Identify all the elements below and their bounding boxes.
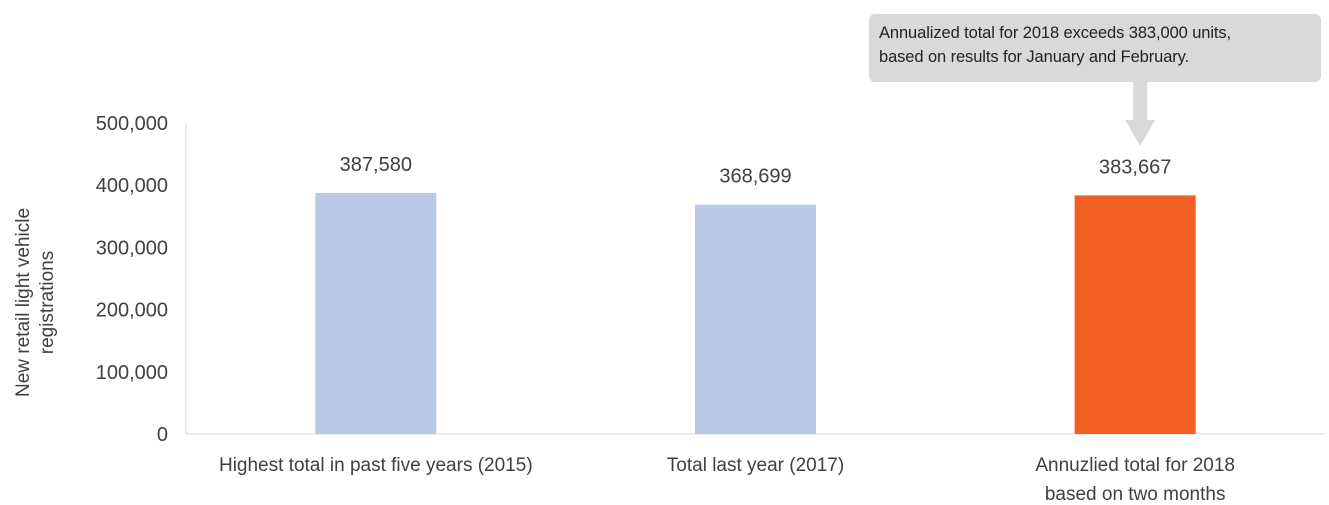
callout-arrow-icon	[1125, 82, 1156, 146]
x-tick-label: based on two months	[1045, 484, 1226, 505]
y-tick-label: 200,000	[96, 300, 168, 322]
bar-1	[315, 192, 437, 434]
x-tick-label: Total last year (2017)	[667, 455, 844, 476]
y-axis-title-line: registrations	[37, 251, 58, 355]
y-tick-label: 300,000	[96, 237, 168, 259]
data-label-2: 368,699	[719, 166, 791, 188]
y-axis-title: New retail light vehicle registrations	[13, 208, 58, 397]
bar-2	[695, 204, 816, 434]
y-tick-label: 0	[157, 424, 168, 446]
annotation-line-1: Annualized total for 2018 exceeds 383,00…	[879, 24, 1232, 42]
y-axis-title-line: New retail light vehicle	[13, 208, 34, 397]
x-tick-label: Highest total in past five years (2015)	[219, 455, 533, 476]
y-axis-tick-labels: 0 100,000 200,000 300,000 400,000 500,000	[96, 113, 168, 446]
bar-3	[1074, 195, 1196, 434]
x-axis-tick-labels: Highest total in past five years (2015) T…	[219, 455, 1235, 505]
data-label-1: 387,580	[340, 154, 412, 176]
annotation-line-2: based on results for January and Februar…	[879, 48, 1190, 66]
y-tick-label: 500,000	[96, 113, 168, 135]
data-labels: 387,580 368,699 383,667	[340, 154, 1172, 188]
annotation-callout: Annualized total for 2018 exceeds 383,00…	[869, 14, 1321, 82]
y-tick-label: 400,000	[96, 175, 168, 197]
data-label-3: 383,667	[1099, 156, 1171, 178]
x-tick-label: Annuzlied total for 2018	[1035, 455, 1235, 476]
y-tick-label: 100,000	[96, 362, 168, 384]
bars	[315, 192, 1196, 434]
